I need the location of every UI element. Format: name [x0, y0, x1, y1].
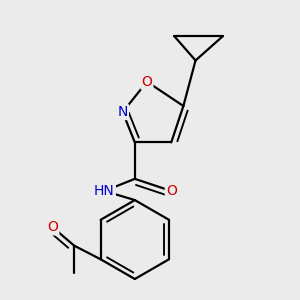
- Text: O: O: [142, 75, 152, 89]
- Text: O: O: [166, 184, 177, 198]
- Text: N: N: [118, 105, 128, 119]
- Text: O: O: [47, 220, 58, 234]
- Text: HN: HN: [94, 184, 115, 198]
